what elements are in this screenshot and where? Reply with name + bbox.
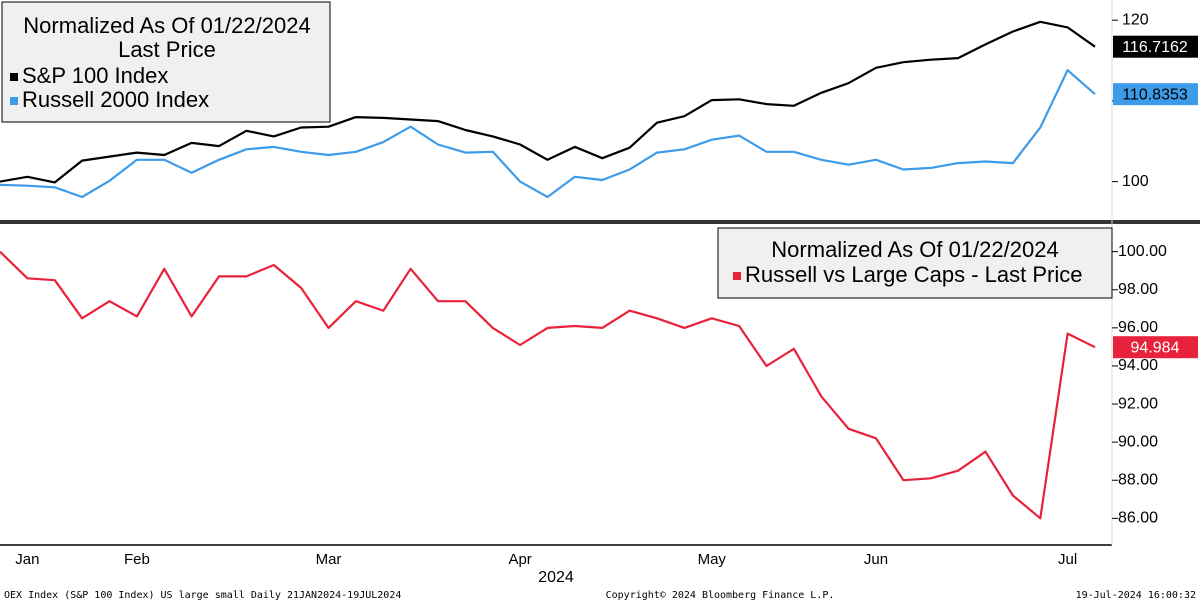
y-tick-label: 86.00 bbox=[1118, 510, 1158, 527]
series-line bbox=[0, 250, 1096, 520]
footer-right: 19-Jul-2024 16:00:32 bbox=[1076, 590, 1196, 601]
legend-entry: Russell 2000 Index bbox=[22, 87, 209, 112]
last-value-label: 94.984 bbox=[1131, 339, 1180, 356]
series-line bbox=[0, 69, 1096, 199]
legend-title: Normalized As Of 01/22/2024 bbox=[771, 237, 1058, 262]
legend-box bbox=[717, 227, 1113, 299]
legend-title: Normalized As Of 01/22/2024 bbox=[23, 13, 310, 38]
legend-subtitle: Last Price bbox=[118, 37, 216, 62]
legend-swatch bbox=[733, 272, 741, 280]
footer-left: OEX Index (S&P 100 Index) US large small… bbox=[4, 590, 401, 601]
last-value-label: 116.7162 bbox=[1122, 39, 1188, 56]
series-line bbox=[0, 20, 1096, 184]
y-tick-label: 100 bbox=[1122, 173, 1149, 190]
legend-entry: S&P 100 Index bbox=[22, 63, 168, 88]
last-value-box bbox=[1113, 83, 1198, 106]
x-axis-label: 2024 bbox=[538, 569, 574, 586]
y-tick-label: 92.00 bbox=[1118, 395, 1158, 412]
x-tick-label: Jan bbox=[15, 551, 39, 568]
x-tick-label: Feb bbox=[124, 551, 150, 568]
y-tick-label: 94.00 bbox=[1118, 357, 1158, 374]
last-value-box bbox=[1113, 336, 1198, 359]
y-tick-label: 96.00 bbox=[1118, 319, 1158, 336]
y-tick-label: 98.00 bbox=[1118, 281, 1158, 298]
y-tick-label: 88.00 bbox=[1118, 471, 1158, 488]
legend-swatch bbox=[10, 73, 18, 81]
x-tick-label: Mar bbox=[316, 551, 342, 568]
legend-box bbox=[1, 1, 331, 123]
last-value-label: 110.8353 bbox=[1122, 86, 1188, 103]
x-tick-label: May bbox=[698, 551, 727, 568]
last-value-box bbox=[1113, 35, 1198, 58]
y-tick-label: 100.00 bbox=[1118, 243, 1167, 260]
y-tick-label: 120 bbox=[1122, 11, 1149, 28]
x-tick-label: Jun bbox=[864, 551, 888, 568]
legend-entry: Russell vs Large Caps - Last Price bbox=[745, 262, 1082, 287]
y-tick-label: 90.00 bbox=[1118, 433, 1158, 450]
footer-center: Copyright© 2024 Bloomberg Finance L.P. bbox=[606, 590, 835, 601]
x-tick-label: Apr bbox=[508, 551, 531, 568]
legend-swatch bbox=[10, 97, 18, 105]
x-tick-label: Jul bbox=[1058, 551, 1077, 568]
